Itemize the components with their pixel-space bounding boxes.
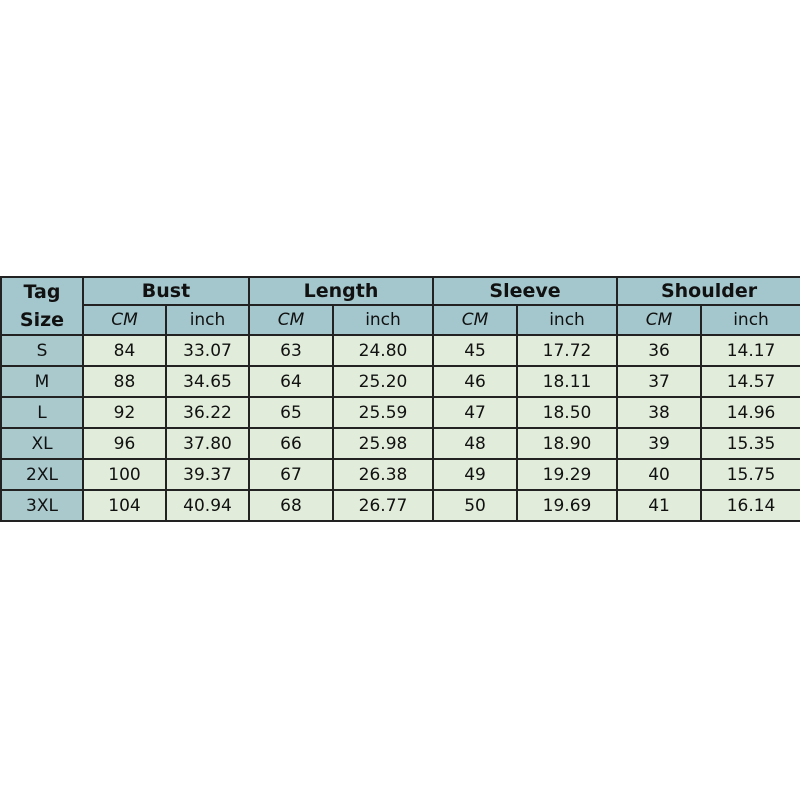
value-cell: 26.38 — [331, 458, 435, 491]
unit-cm: CM — [248, 304, 334, 336]
value-cell: 100 — [82, 458, 167, 491]
value-cell: 18.90 — [516, 427, 619, 460]
value-cell: 19.69 — [516, 489, 619, 522]
value-cell: 37.80 — [165, 427, 250, 460]
unit-cm: CM — [616, 304, 703, 336]
size-cell: 3XL — [0, 489, 84, 522]
size-cell: S — [0, 334, 84, 367]
value-cell: 49 — [432, 458, 519, 491]
value-cell: 67 — [248, 458, 334, 491]
value-cell: 25.98 — [331, 427, 435, 460]
value-cell: 18.11 — [516, 365, 619, 398]
table-row: 2XL 100 39.37 67 26.38 49 19.29 40 15.75 — [0, 458, 800, 491]
size-label: Size — [19, 309, 65, 331]
size-cell: XL — [0, 427, 84, 460]
value-cell: 45 — [432, 334, 519, 367]
value-cell: 24.80 — [331, 334, 435, 367]
unit-inch: inch — [516, 304, 619, 336]
unit-inch: inch — [165, 304, 250, 336]
value-cell: 50 — [432, 489, 519, 522]
value-cell: 40 — [616, 458, 703, 491]
table-row: S 84 33.07 63 24.80 45 17.72 36 14.17 — [0, 334, 800, 367]
tag-label: Tag — [23, 281, 61, 303]
table-row: 3XL 104 40.94 68 26.77 50 19.69 41 16.14 — [0, 489, 800, 522]
tag-size-header: Tag Size — [0, 276, 84, 336]
value-cell: 14.96 — [700, 396, 800, 429]
value-cell: 41 — [616, 489, 703, 522]
value-cell: 14.17 — [700, 334, 800, 367]
value-cell: 19.29 — [516, 458, 619, 491]
value-cell: 14.57 — [700, 365, 800, 398]
value-cell: 26.77 — [331, 489, 435, 522]
value-cell: 47 — [432, 396, 519, 429]
value-cell: 46 — [432, 365, 519, 398]
value-cell: 40.94 — [165, 489, 250, 522]
value-cell: 68 — [248, 489, 334, 522]
value-cell: 65 — [248, 396, 334, 429]
value-cell: 104 — [82, 489, 167, 522]
header-row-groups: Tag Size Bust Length Sleeve Shoulder — [0, 276, 800, 336]
unit-cm: CM — [82, 304, 167, 336]
bust-header: Bust — [82, 276, 250, 306]
value-cell: 18.50 — [516, 396, 619, 429]
value-cell: 36 — [616, 334, 703, 367]
size-chart-table: Tag Size Bust Length Sleeve Shoulder CM … — [0, 276, 800, 522]
unit-cm: CM — [432, 304, 519, 336]
header-row-units: CM inch CM inch CM inch CM inch — [1, 304, 800, 336]
value-cell: 84 — [82, 334, 167, 367]
value-cell: 34.65 — [165, 365, 250, 398]
value-cell: 33.07 — [165, 334, 250, 367]
value-cell: 64 — [248, 365, 334, 398]
value-cell: 63 — [248, 334, 334, 367]
value-cell: 15.75 — [700, 458, 800, 491]
value-cell: 17.72 — [516, 334, 619, 367]
shoulder-header: Shoulder — [616, 276, 800, 306]
value-cell: 39 — [616, 427, 703, 460]
value-cell: 92 — [82, 396, 167, 429]
value-cell: 66 — [248, 427, 334, 460]
value-cell: 48 — [432, 427, 519, 460]
value-cell: 37 — [616, 365, 703, 398]
value-cell: 25.20 — [331, 365, 435, 398]
unit-inch: inch — [331, 304, 435, 336]
table-row: M 88 34.65 64 25.20 46 18.11 37 14.57 — [0, 365, 800, 398]
size-cell: M — [0, 365, 84, 398]
size-cell: L — [0, 396, 84, 429]
value-cell: 36.22 — [165, 396, 250, 429]
length-header: Length — [247, 276, 435, 306]
value-cell: 38 — [616, 396, 703, 429]
sleeve-header: Sleeve — [432, 276, 619, 306]
size-cell: 2XL — [0, 458, 84, 491]
value-cell: 88 — [82, 365, 167, 398]
value-cell: 16.14 — [700, 489, 800, 522]
table-row: L 92 36.22 65 25.59 47 18.50 38 14.96 — [0, 396, 800, 429]
value-cell: 39.37 — [165, 458, 250, 491]
value-cell: 15.35 — [700, 427, 800, 460]
unit-inch: inch — [700, 304, 800, 336]
value-cell: 25.59 — [331, 396, 435, 429]
value-cell: 96 — [82, 427, 167, 460]
table-row: XL 96 37.80 66 25.98 48 18.90 39 15.35 — [0, 427, 800, 460]
